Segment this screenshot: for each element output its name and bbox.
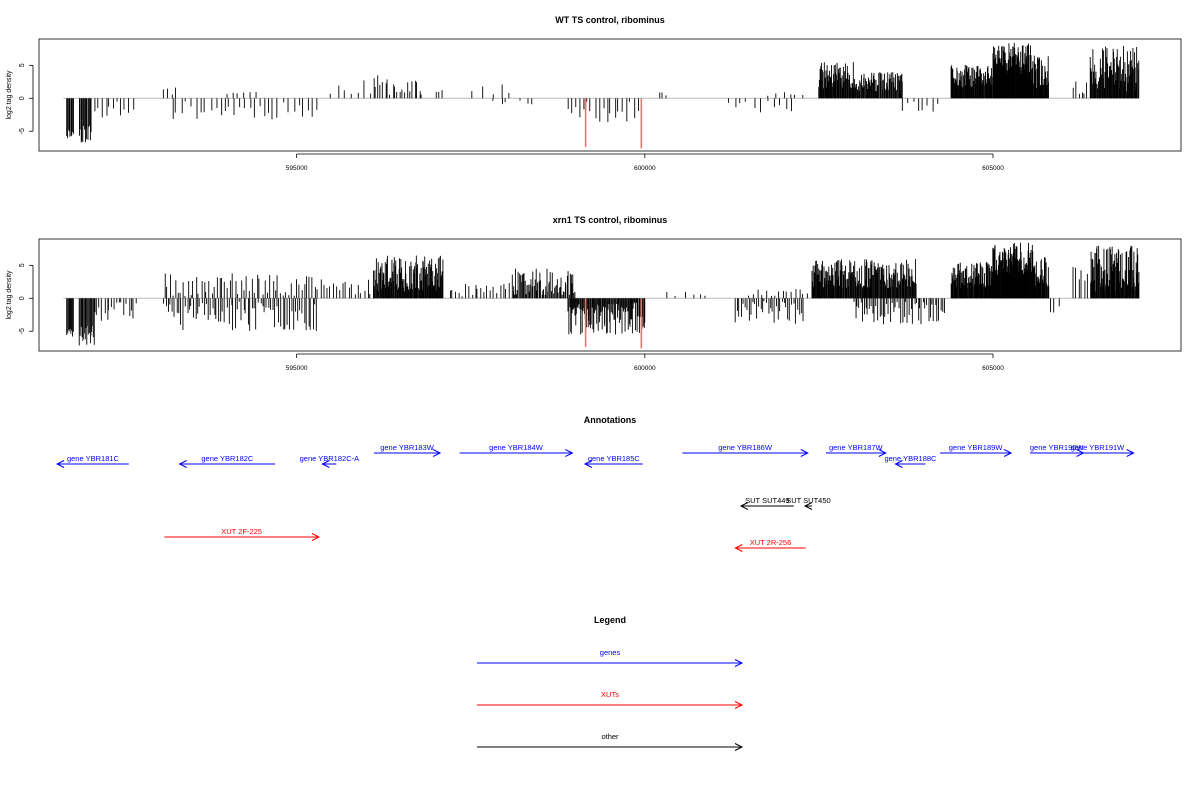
feature-gene: gene YBR181C bbox=[55, 454, 129, 468]
feature-arrowhead bbox=[1003, 449, 1013, 457]
legend-title: Legend bbox=[594, 615, 626, 625]
track-panel-xrn1: xrn1 TS control, ribominus log2 tag dens… bbox=[6, 215, 1182, 372]
feature-arrowhead bbox=[178, 460, 187, 468]
track-frame-xrn1 bbox=[38, 238, 1182, 352]
x-tick-label: 605000 bbox=[982, 165, 1004, 172]
feature-gene: gene YBR188C bbox=[884, 454, 937, 468]
legend-label: other bbox=[601, 732, 619, 741]
legend-arrowhead bbox=[734, 743, 744, 751]
feature-arrowhead bbox=[739, 502, 749, 510]
x-tick-label: 600000 bbox=[634, 365, 656, 372]
feature-gene: gene YBR182C bbox=[178, 454, 276, 468]
legend-arrowhead bbox=[734, 659, 744, 667]
feature-gene: gene YBR182C-A bbox=[300, 454, 359, 468]
feature-label: SUT SUT449 bbox=[745, 496, 789, 505]
feature-other: SUT SUT450 bbox=[786, 496, 831, 510]
feature-label: SUT SUT450 bbox=[786, 496, 830, 505]
legend-label: XUTs bbox=[601, 690, 619, 699]
feature-gene: gene YBR187W bbox=[825, 443, 887, 457]
x-tick-label: 600000 bbox=[634, 165, 656, 172]
y-tick-label: 5 bbox=[19, 63, 26, 67]
feature-label: gene YBR181C bbox=[67, 454, 120, 463]
annotations-panel: Annotations gene YBR181C gene YBR182C gene… bbox=[55, 415, 1135, 552]
feature-arrowhead bbox=[734, 544, 743, 552]
feature-gene: gene YBR184W bbox=[459, 443, 574, 457]
legend-entry-other: other bbox=[477, 732, 744, 751]
feature-other: SUT SUT449 bbox=[739, 496, 794, 510]
feature-arrowhead bbox=[803, 502, 813, 510]
legend-entry-genes: genes bbox=[477, 648, 744, 667]
legend-label: genes bbox=[600, 648, 621, 657]
feature-arrowhead bbox=[565, 449, 574, 457]
legend-entries: genes XUTs other bbox=[477, 648, 744, 751]
y-tick-label: 0 bbox=[19, 296, 26, 300]
feature-arrowhead bbox=[878, 449, 887, 457]
annotation-features: gene YBR181C gene YBR182C gene YBR182C-A ge… bbox=[55, 443, 1135, 552]
feature-gene: gene YBR189W bbox=[940, 443, 1013, 457]
feature-label: gene YBR186W bbox=[718, 443, 773, 452]
track-frame-wt bbox=[38, 38, 1182, 152]
feature-label: gene YBR190W bbox=[1030, 443, 1085, 452]
feature-label: gene YBR184W bbox=[489, 443, 544, 452]
legend-panel: Legend genes XUTs other bbox=[477, 615, 744, 751]
feature-label: gene YBR187W bbox=[829, 443, 884, 452]
y-tick-label: 5 bbox=[19, 263, 26, 267]
x-tick-label: 595000 bbox=[286, 365, 308, 372]
feature-gene: gene YBR183W bbox=[373, 443, 442, 457]
feature-arrowhead bbox=[894, 460, 903, 468]
feature-gene: gene YBR185C bbox=[583, 454, 643, 468]
feature-label: gene YBR182C-A bbox=[300, 454, 359, 463]
feature-label: gene YBR182C bbox=[201, 454, 254, 463]
feature-arrowhead bbox=[583, 460, 593, 468]
x-tick-label: 595000 bbox=[286, 165, 308, 172]
track-ylabel-xrn1: log2 tag density bbox=[6, 270, 13, 320]
feature-gene: gene YBR186W bbox=[682, 443, 809, 457]
feature-label: XUT 2R-256 bbox=[750, 538, 792, 547]
feature-label: XUT 2F-225 bbox=[221, 527, 262, 536]
y-tick-label: -5 bbox=[19, 328, 26, 334]
feature-xut: XUT 2F-225 bbox=[164, 527, 321, 541]
feature-arrowhead bbox=[800, 449, 809, 457]
feature-arrowhead bbox=[55, 460, 65, 468]
feature-arrowhead bbox=[1126, 449, 1135, 457]
feature-arrowhead bbox=[311, 533, 321, 541]
feature-label: gene YBR183W bbox=[380, 443, 435, 452]
y-tick-label: -5 bbox=[19, 128, 26, 134]
track-title-xrn1: xrn1 TS control, ribominus bbox=[553, 215, 668, 225]
feature-label: gene YBR185C bbox=[588, 454, 641, 463]
feature-label: gene YBR191W bbox=[1071, 443, 1126, 452]
track-plot-xrn1: -5 0 5 595000 600000 605000 bbox=[19, 242, 1140, 372]
annotations-title: Annotations bbox=[584, 415, 637, 425]
legend-entry-xuts: XUTs bbox=[477, 690, 744, 709]
legend-arrowhead bbox=[734, 701, 744, 709]
track-panel-wt: WT TS control, ribominus log2 tag densit… bbox=[6, 15, 1182, 172]
feature-arrowhead bbox=[321, 460, 330, 468]
x-tick-label: 605000 bbox=[982, 365, 1004, 372]
feature-label: gene YBR188C bbox=[884, 454, 937, 463]
track-plot-wt: -5 0 5 595000 600000 605000 bbox=[19, 42, 1140, 172]
track-ylabel-wt: log2 tag density bbox=[6, 70, 13, 120]
feature-xut: XUT 2R-256 bbox=[734, 538, 806, 552]
feature-label: gene YBR189W bbox=[949, 443, 1004, 452]
feature-gene: gene YBR191W bbox=[1061, 443, 1135, 457]
track-title-wt: WT TS control, ribominus bbox=[555, 15, 665, 25]
feature-arrowhead bbox=[432, 449, 442, 457]
y-tick-label: 0 bbox=[19, 96, 26, 100]
